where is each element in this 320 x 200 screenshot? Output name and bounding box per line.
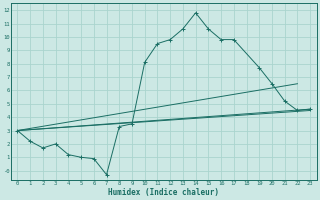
X-axis label: Humidex (Indice chaleur): Humidex (Indice chaleur) [108,188,219,197]
